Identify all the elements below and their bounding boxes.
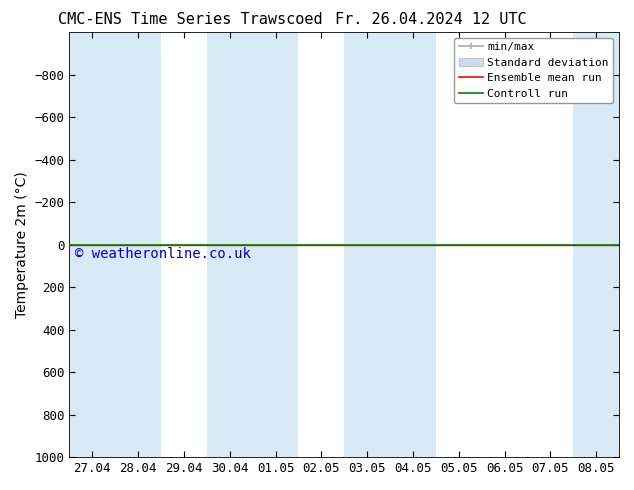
Bar — [390, 32, 436, 457]
Legend: min/max, Standard deviation, Ensemble mean run, Controll run: min/max, Standard deviation, Ensemble me… — [454, 38, 614, 103]
Text: © weatheronline.co.uk: © weatheronline.co.uk — [75, 247, 251, 261]
Y-axis label: Temperature 2m (°C): Temperature 2m (°C) — [15, 172, 29, 318]
Bar — [69, 32, 115, 457]
Text: Fr. 26.04.2024 12 UTC: Fr. 26.04.2024 12 UTC — [335, 12, 527, 27]
Bar — [252, 32, 299, 457]
Bar — [573, 32, 619, 457]
Bar — [115, 32, 161, 457]
Text: CMC-ENS Time Series Trawscoed: CMC-ENS Time Series Trawscoed — [58, 12, 323, 27]
Bar — [207, 32, 252, 457]
Bar — [344, 32, 390, 457]
